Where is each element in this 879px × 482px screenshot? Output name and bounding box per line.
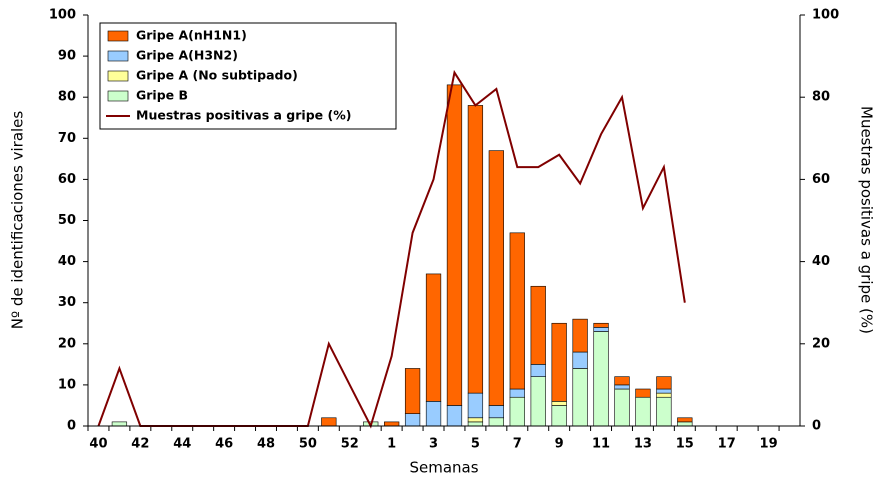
y2-tick-label: 100	[812, 8, 839, 23]
x-tick-label: 3	[429, 437, 438, 452]
bar-segment	[384, 421, 400, 427]
bar-segment	[467, 105, 484, 394]
legend-label: Muestras positivas a gripe (%)	[136, 108, 351, 123]
x-tick-label: 52	[341, 437, 359, 452]
x-tick-label: 46	[215, 437, 233, 452]
x-axis-title: Semanas	[409, 459, 478, 477]
bar-segment	[488, 405, 504, 419]
bar-segment	[677, 421, 693, 427]
y-tick-label: 30	[58, 295, 76, 310]
bar-segment	[635, 396, 651, 427]
bar-segment	[635, 388, 651, 398]
bar-segment	[509, 396, 525, 427]
bar-segment	[656, 392, 672, 398]
y-tick-label: 40	[58, 254, 76, 269]
bar-segment	[572, 351, 588, 369]
bar-segment	[530, 376, 546, 427]
y2-tick-label: 80	[812, 90, 830, 105]
legend-swatch	[107, 70, 129, 82]
bar-segment	[593, 331, 609, 427]
bar-segment	[425, 273, 442, 402]
x-tick-label: 50	[299, 437, 317, 452]
bar-segment	[111, 421, 128, 427]
bar-segment	[551, 401, 567, 406]
bar-segment	[551, 405, 567, 427]
y-axis-title: Nº de identificaciones virales	[9, 111, 27, 330]
bar-segment	[614, 388, 630, 427]
x-tick-label: 40	[89, 437, 107, 452]
y-tick-label: 50	[58, 213, 76, 228]
y2-tick-label: 20	[812, 336, 830, 351]
bar-segment	[467, 417, 484, 423]
bar-segment	[593, 327, 609, 332]
x-tick-label: 44	[173, 437, 191, 452]
bar-segment	[614, 376, 630, 386]
bar-segment	[509, 388, 525, 398]
x-tick-label: 15	[676, 437, 694, 452]
legend-swatch	[107, 50, 129, 62]
bar-segment	[509, 232, 525, 390]
bar-segment	[593, 322, 609, 328]
y-tick-label: 70	[58, 131, 76, 146]
bar-segment	[404, 368, 421, 414]
y2-axis-title: Muestras positivas a gripe (%)	[858, 106, 876, 334]
x-tick-label: 5	[471, 437, 480, 452]
bar-segment	[404, 413, 421, 427]
bar-segment	[572, 368, 588, 427]
bar-segment	[530, 285, 546, 365]
y-tick-label: 0	[67, 419, 76, 434]
bar-segment	[677, 417, 693, 423]
bar-segment	[467, 392, 484, 419]
legend-box	[99, 22, 397, 130]
bar-segment	[425, 401, 442, 427]
bar-segment	[488, 417, 504, 427]
bar-segment	[656, 388, 672, 394]
bar-segment	[467, 421, 484, 427]
bar-segment	[572, 318, 588, 353]
legend-label: Gripe B	[136, 88, 188, 103]
bar-segment	[656, 396, 672, 427]
bar-segment	[488, 150, 504, 406]
x-tick-label: 1	[387, 437, 396, 452]
y-tick-label: 10	[58, 377, 76, 392]
y-tick-label: 60	[58, 172, 76, 187]
legend-label: Gripe A(H3N2)	[136, 48, 238, 63]
x-tick-label: 11	[592, 437, 610, 452]
bar-segment	[446, 405, 463, 427]
y-tick-label: 80	[58, 90, 76, 105]
y-tick-label: 90	[58, 49, 76, 64]
x-tick-label: 7	[513, 437, 522, 452]
bar-segment	[530, 364, 546, 377]
y2-tick-label: 60	[812, 172, 830, 187]
x-tick-label: 17	[718, 437, 736, 452]
legend-label: Gripe A (No subtipado)	[136, 68, 298, 83]
x-tick-label: 9	[555, 437, 564, 452]
bar-segment	[321, 417, 337, 427]
bar-segment	[446, 84, 463, 406]
legend-swatch	[107, 30, 129, 42]
y-tick-label: 20	[58, 336, 76, 351]
bar-segment	[656, 376, 672, 390]
x-tick-label: 48	[257, 437, 275, 452]
x-tick-label: 19	[760, 437, 778, 452]
legend-swatch	[107, 90, 129, 102]
x-tick-label: 13	[634, 437, 652, 452]
y2-tick-label: 40	[812, 254, 830, 269]
bar-segment	[551, 322, 567, 402]
bar-segment	[614, 384, 630, 390]
y2-tick-label: 0	[812, 419, 821, 434]
y-tick-label: 100	[49, 8, 76, 23]
x-tick-label: 42	[131, 437, 149, 452]
legend-label: Gripe A(nH1N1)	[136, 28, 247, 43]
